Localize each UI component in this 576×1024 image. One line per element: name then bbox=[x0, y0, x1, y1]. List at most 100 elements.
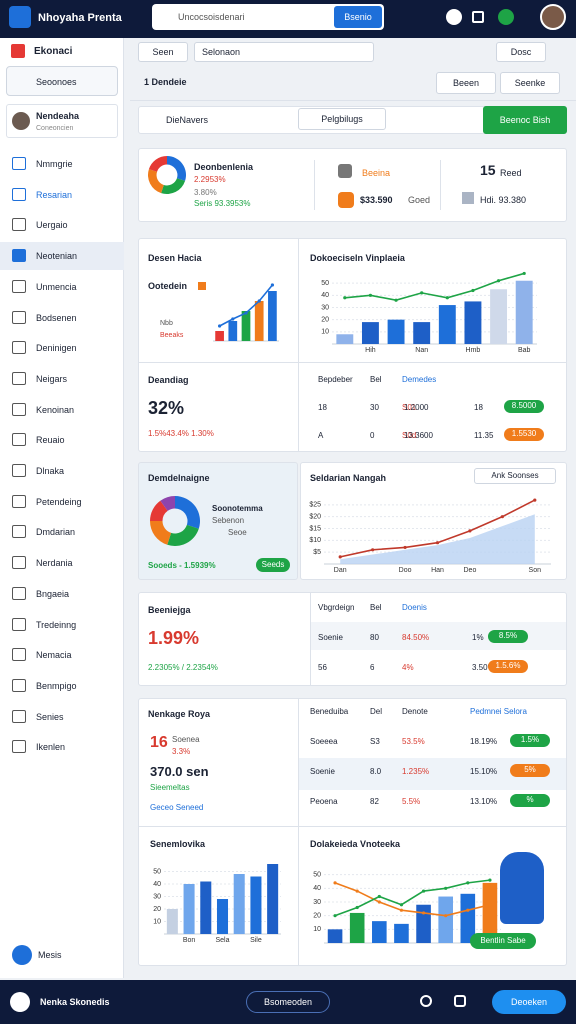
menu-item[interactable]: Reuaio bbox=[36, 435, 65, 446]
menu-item[interactable]: Resarian bbox=[36, 189, 73, 200]
area bbox=[340, 514, 535, 564]
status-pill: 1.5530 bbox=[504, 428, 544, 441]
button[interactable]: Seenke bbox=[500, 72, 560, 94]
table-cell: S0d bbox=[402, 431, 417, 440]
menu-item[interactable]: Uergaio bbox=[36, 220, 68, 231]
dropdown[interactable] bbox=[194, 42, 374, 62]
table-cell: 8.0 bbox=[370, 767, 382, 776]
bar bbox=[387, 319, 405, 344]
button[interactable]: Dosc bbox=[496, 42, 546, 62]
point bbox=[399, 903, 404, 907]
sidebar bbox=[0, 38, 124, 978]
menu-item[interactable]: Bodsenen bbox=[36, 312, 77, 323]
menu-item[interactable]: Kenoinan bbox=[36, 404, 75, 415]
icon-button[interactable] bbox=[420, 995, 432, 1007]
label: Senemlovika bbox=[150, 839, 206, 849]
point bbox=[333, 914, 337, 918]
menu-item[interactable]: Bngaeia bbox=[36, 588, 70, 599]
line bbox=[334, 879, 491, 917]
label: Nendeaha bbox=[36, 111, 80, 121]
label: Deandiag bbox=[148, 375, 189, 385]
label: Dokoeciseln Vinplaeia bbox=[310, 253, 405, 263]
bar bbox=[416, 904, 431, 943]
donut-slice bbox=[161, 178, 186, 194]
label: Beeaks bbox=[160, 332, 184, 339]
button[interactable]: Ank Soonses bbox=[474, 468, 556, 484]
y-tick-label: 20 bbox=[153, 906, 161, 913]
table-header: Denote bbox=[402, 707, 428, 716]
menu-item[interactable]: Petendeing bbox=[36, 496, 82, 507]
menu-item[interactable]: Tredeinng bbox=[36, 619, 77, 630]
table-cell: 18 bbox=[474, 403, 483, 412]
menu-icon bbox=[12, 464, 26, 477]
x-tick-label: Sile bbox=[250, 937, 262, 944]
menu-item[interactable]: Dmdarian bbox=[36, 527, 76, 538]
icon-button[interactable] bbox=[454, 995, 466, 1007]
menu-item[interactable]: Unmencia bbox=[36, 281, 77, 292]
label: Nhoyaha Prenta bbox=[38, 12, 122, 24]
menu-item[interactable]: Neotenian bbox=[36, 251, 78, 262]
help-button[interactable] bbox=[12, 945, 32, 965]
menu-item[interactable]: Dlnaka bbox=[36, 466, 65, 476]
menu-item[interactable]: Mesis bbox=[38, 950, 62, 960]
menu-item[interactable]: Deninigen bbox=[36, 343, 77, 354]
status-pill: % bbox=[510, 794, 550, 807]
point bbox=[420, 291, 424, 295]
point bbox=[343, 296, 347, 300]
menu-icon bbox=[12, 279, 26, 293]
table-cell: 18 bbox=[318, 403, 327, 412]
point bbox=[466, 881, 470, 885]
label: 1.5%43.4% 1.30% bbox=[148, 429, 214, 438]
bar bbox=[166, 909, 178, 934]
menu-item[interactable]: Nemacia bbox=[36, 650, 72, 661]
button[interactable]: Pelgbilugs bbox=[298, 108, 386, 130]
menu-item[interactable]: Senies bbox=[36, 711, 64, 722]
table-cell: 30 bbox=[370, 403, 379, 412]
button[interactable]: Seeds bbox=[256, 558, 290, 572]
x-tick-label: Hih bbox=[365, 347, 376, 354]
table-cell: 5.5% bbox=[402, 797, 421, 806]
donut-slice bbox=[150, 521, 172, 545]
table-cell: S3 bbox=[370, 737, 380, 746]
label: Reed bbox=[500, 168, 522, 178]
label: Desen Hacia bbox=[148, 253, 202, 263]
table-cell: Soenie bbox=[318, 633, 343, 642]
avatar[interactable] bbox=[540, 4, 566, 30]
label: Geceo Seneed bbox=[150, 803, 204, 812]
icon-button[interactable] bbox=[446, 9, 462, 25]
menu-icon bbox=[12, 586, 26, 600]
menu-icon bbox=[12, 617, 26, 631]
label: 370.0 sen bbox=[150, 764, 209, 779]
search-button[interactable]: Bsenio bbox=[334, 6, 382, 28]
table-cell: 13.3600 bbox=[404, 431, 433, 440]
status-pill: 8.5000 bbox=[504, 400, 544, 413]
bar bbox=[438, 896, 453, 943]
menu-item[interactable]: Ikenlen bbox=[36, 742, 66, 753]
menu-item[interactable]: Nmmgrie bbox=[36, 159, 73, 169]
button[interactable]: Beeen bbox=[436, 72, 496, 94]
line bbox=[344, 272, 525, 302]
label: 16 bbox=[150, 734, 168, 751]
button[interactable]: Deoeken bbox=[492, 990, 566, 1014]
button[interactable]: Bentlin Sabe bbox=[470, 933, 536, 949]
icon-button[interactable] bbox=[498, 9, 514, 25]
label: 3.3% bbox=[172, 747, 191, 756]
label: Beeniejga bbox=[148, 605, 191, 615]
menu-item[interactable]: Neigars bbox=[36, 373, 68, 384]
menu-icon bbox=[12, 678, 26, 692]
button[interactable]: Bsomeoden bbox=[246, 991, 330, 1013]
y-tick-label: 20 bbox=[321, 317, 329, 324]
icon-button[interactable] bbox=[472, 11, 484, 23]
bar bbox=[438, 305, 456, 344]
menu-item[interactable]: Nerdania bbox=[36, 558, 73, 569]
point bbox=[355, 889, 359, 893]
select[interactable] bbox=[6, 66, 118, 96]
button[interactable]: Seen bbox=[138, 42, 188, 62]
y-tick-label: $15 bbox=[309, 525, 321, 532]
label: Sieemeltas bbox=[150, 783, 190, 792]
menu-item[interactable]: Benmpigo bbox=[36, 680, 77, 691]
user-card bbox=[6, 104, 118, 138]
button[interactable]: Beenoc Bish bbox=[483, 106, 567, 134]
table-cell: 84.50% bbox=[402, 633, 430, 642]
label: Dolakeieda Vnoteeka bbox=[310, 839, 401, 849]
